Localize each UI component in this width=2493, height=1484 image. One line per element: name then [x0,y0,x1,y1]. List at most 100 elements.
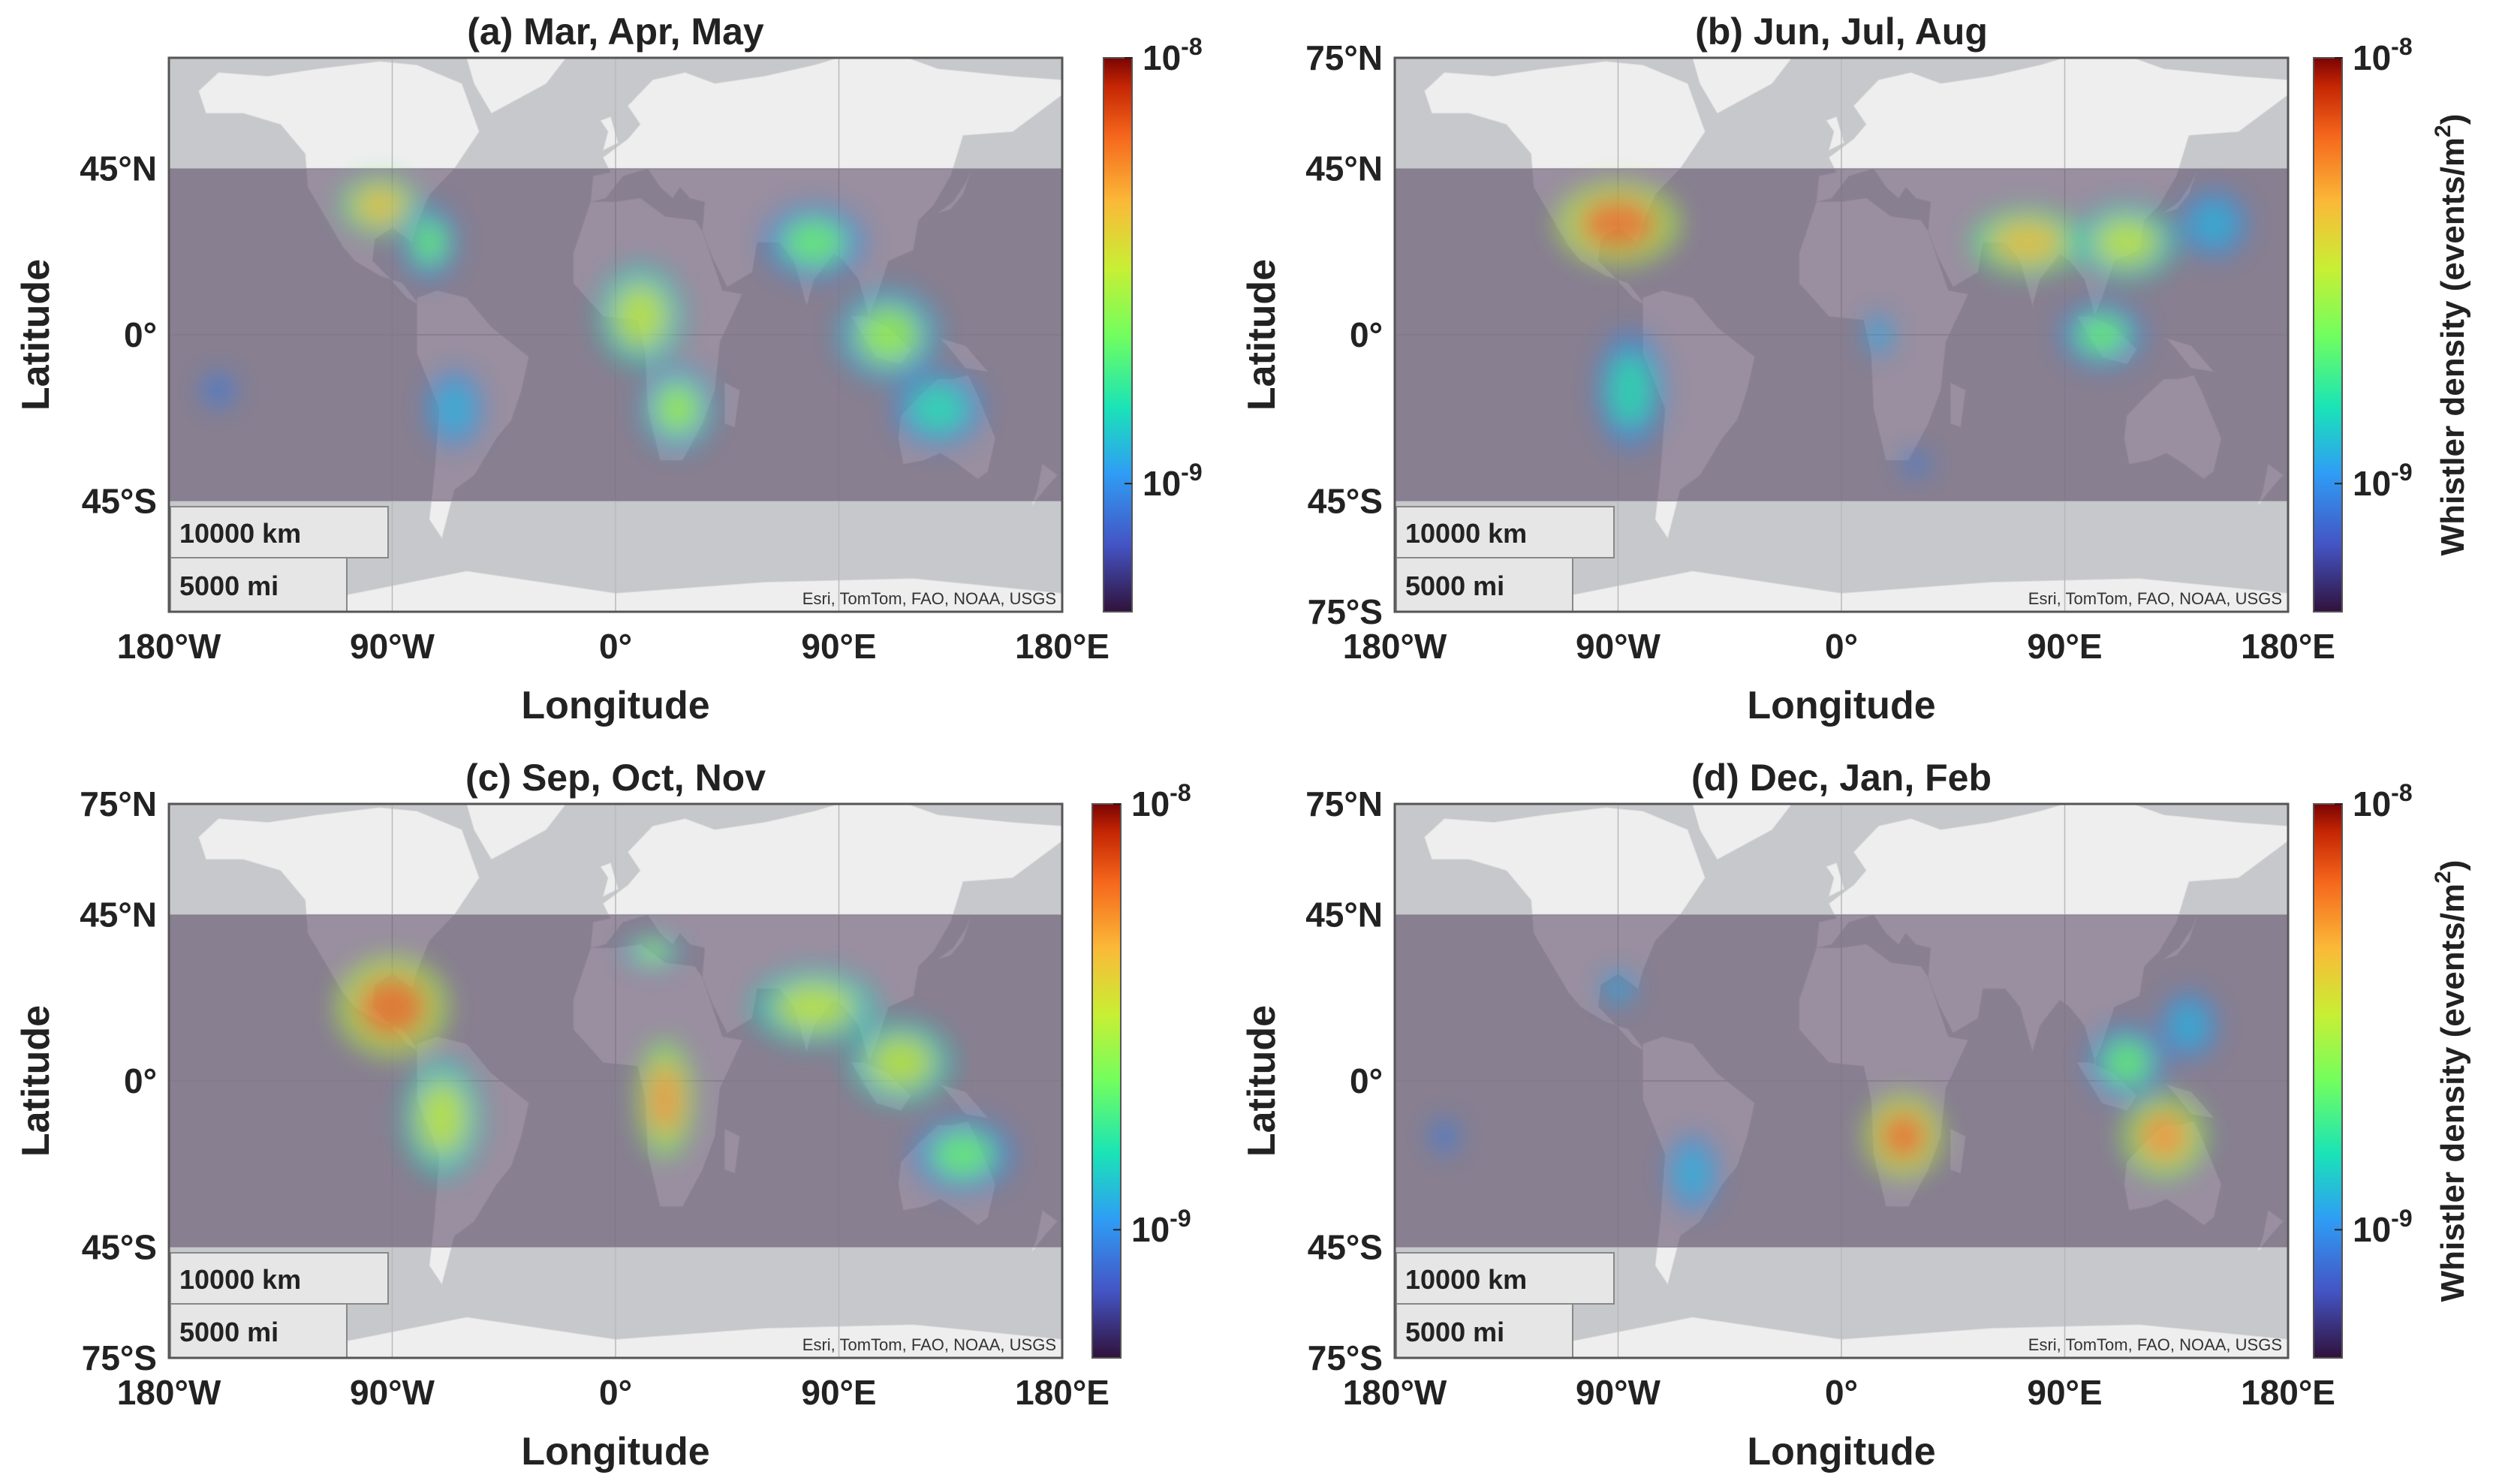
colorbar-tick-label: 10-9 [2353,1205,2413,1249]
colorbar-tick-label: 10-9 [2353,459,2413,503]
panel-title: (d) Dec, Jan, Feb [1691,757,1992,799]
lon-tick-label: 180°W [1343,1373,1447,1412]
lat-tick-label: 0° [124,1061,157,1100]
lat-tick-label: 0° [1350,315,1383,354]
lon-tick-label: 90°W [1576,627,1661,666]
hotspot [417,1081,467,1154]
hotspot [932,1131,995,1178]
y-axis-label: Latitude [14,259,58,411]
hotspot [647,1063,683,1136]
hotspot [1607,978,1629,999]
panel-b: 10000 km 5000 mi Esri, TomTom, FAO, NOAA, … [1240,11,2471,727]
lat-tick-label: 45°S [82,481,157,520]
hotspot [2076,314,2128,356]
lat-tick-label: 45°N [1305,896,1383,935]
x-axis-label: Longitude [1747,684,1935,727]
lon-tick-label: 90°W [1576,1373,1661,1412]
hotspot [775,983,853,1031]
hotspot [2193,203,2235,245]
hotspot [1870,321,1888,348]
lon-tick-label: 0° [1825,1373,1858,1412]
scale-bar-km-label: 10000 km [179,518,301,549]
hotspot [1992,221,2063,263]
lat-tick-label: 45°S [1308,1227,1383,1266]
scale-bar-mi [170,1303,348,1358]
lat-tick-label: 75°S [1308,1338,1383,1377]
scale-bar-km-label: 10000 km [179,1264,301,1295]
scale-bar-mi [170,557,348,612]
lon-tick-label: 90°W [350,627,435,666]
hotspot [910,385,966,432]
scale-bar-mi-label: 5000 mi [1405,570,1504,601]
landmass [1692,804,1793,860]
panel-title: (a) Mar, Apr, May [467,11,764,53]
lat-tick-label: 45°S [82,1227,157,1266]
landmass [466,804,567,860]
lat-tick-label: 75°S [1308,592,1383,631]
scale-bar-km [170,506,389,558]
hotspot [782,219,846,266]
y-axis-label: Latitude [1240,1005,1284,1157]
lat-tick-label: 0° [124,315,157,354]
hotspot [2171,1004,2206,1046]
scale-bar-mi [1396,1303,1573,1358]
hotspot [857,306,920,363]
attribution: Esri, TomTom, FAO, NOAA, USGS [802,1335,1056,1354]
hotspot [411,219,447,266]
lon-tick-label: 90°E [801,627,876,666]
lat-tick-label: 75°N [1305,784,1383,823]
scale-bar-mi-label: 5000 mi [1405,1317,1504,1347]
landmass [1692,58,1793,114]
lon-tick-label: 90°E [2027,1373,2102,1412]
scale-bar-km-label: 10000 km [1405,1264,1527,1295]
x-axis-label: Longitude [1747,1430,1935,1473]
map-frame [167,802,1064,1359]
x-axis-label: Longitude [521,1430,709,1473]
lon-tick-label: 0° [599,1373,632,1412]
lon-tick-label: 180°W [1343,627,1447,666]
colorbar-tick-label: 10-8 [2353,779,2413,823]
lon-tick-label: 180°E [2241,627,2335,666]
hotspot [1879,1110,1928,1163]
x-axis-label: Longitude [521,684,709,727]
lat-tick-label: 75°N [80,784,157,823]
colorbar-tick-label: 10-9 [1143,459,1203,503]
landmass [466,58,567,114]
panel-a: 10000 km 5000 mi Esri, TomTom, FAO, NOAA, … [14,11,1203,727]
map-area: 10000 km 5000 mi Esri, TomTom, FAO, NOAA, … [169,58,1062,612]
attribution: Esri, TomTom, FAO, NOAA, USGS [2028,589,2282,608]
hotspot [1609,354,1651,427]
lat-tick-label: 75°N [1305,38,1383,77]
hotspot [208,380,229,401]
panel-c: 10000 km 5000 mi Esri, TomTom, FAO, NOAA, … [14,757,1191,1473]
scale-bar-mi-label: 5000 mi [179,570,279,601]
scale-bar-km [1396,506,1615,558]
lon-tick-label: 0° [1825,627,1858,666]
attribution: Esri, TomTom, FAO, NOAA, USGS [2028,1335,2282,1354]
lat-tick-label: 75°S [82,1338,157,1377]
colorbar [2313,57,2343,613]
hotspot [437,385,472,432]
lon-tick-label: 180°W [117,627,221,666]
lon-tick-label: 180°E [1015,1373,1110,1412]
hotspot [355,187,405,224]
density-heatmap [1555,181,2248,477]
lon-tick-label: 180°E [1015,627,1110,666]
colorbar-tick-label: 10-8 [2353,33,2413,77]
hotspot [2138,1110,2190,1163]
hotspot [1676,1150,1709,1197]
lat-tick-label: 0° [1350,1061,1383,1100]
hotspot [2102,1039,2151,1086]
hotspot [1907,456,1925,472]
map-frame [1393,56,2290,613]
scale-bar-km [1396,1252,1615,1305]
hotspot [869,1036,932,1088]
lat-tick-label: 45°N [1305,149,1383,188]
hotspot [1435,1126,1453,1147]
scale-bar-mi-label: 5000 mi [179,1317,279,1347]
hotspot [635,941,670,962]
density-heatmap [201,176,984,451]
lat-tick-label: 45°N [80,149,157,188]
lon-tick-label: 90°W [350,1373,435,1412]
